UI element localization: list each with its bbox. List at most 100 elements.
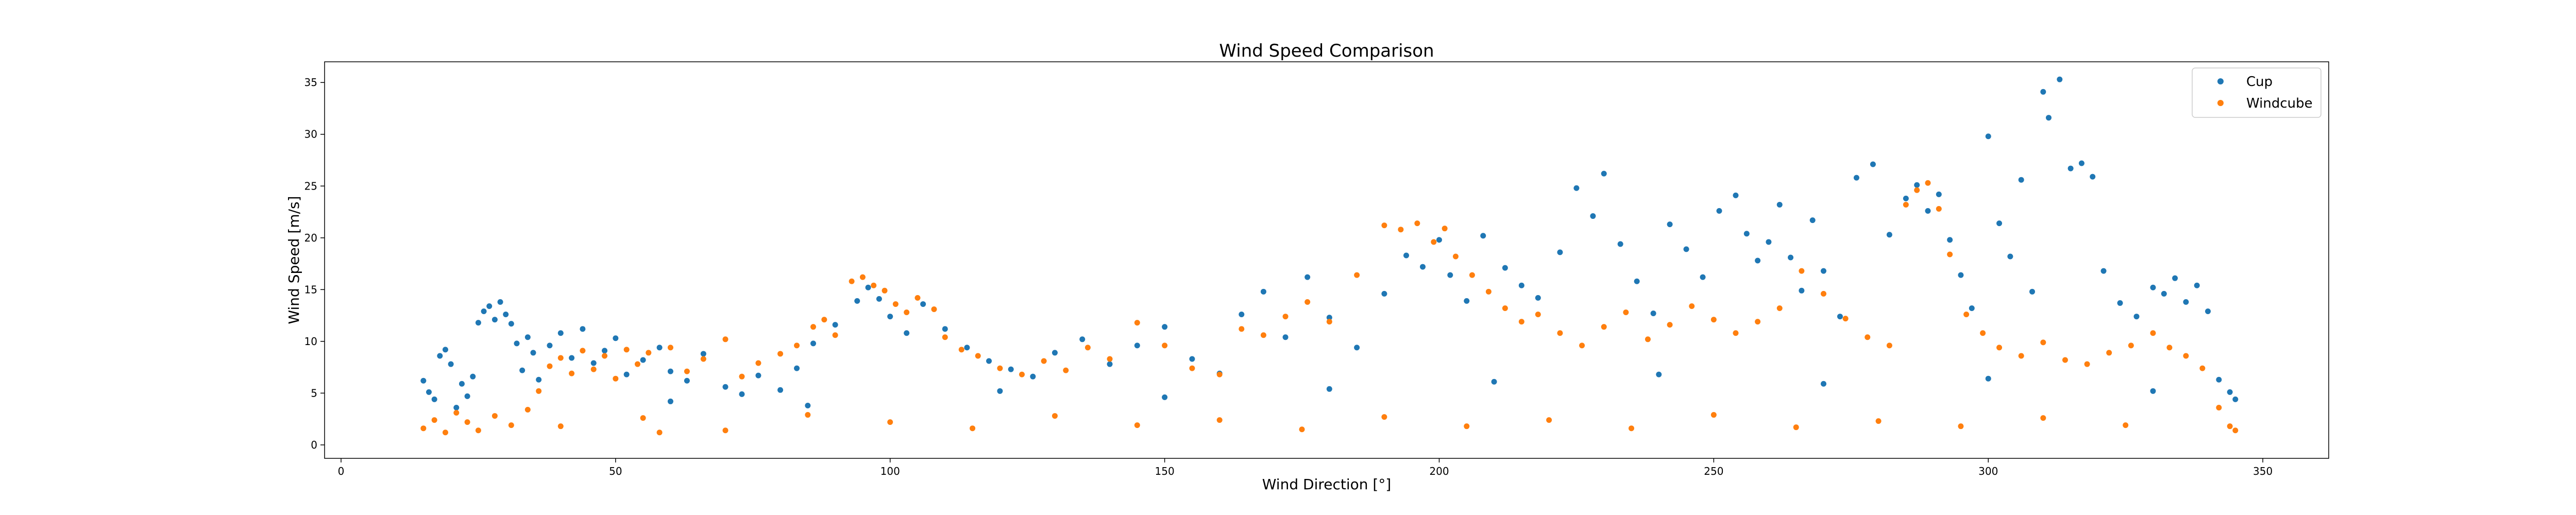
scatter-point xyxy=(859,274,866,280)
x-tick-label: 350 xyxy=(2253,465,2273,477)
scatter-point xyxy=(1452,253,1459,260)
scatter-point xyxy=(1134,342,1140,349)
legend-marker-cup xyxy=(2217,78,2224,84)
scatter-point xyxy=(2018,177,2024,183)
x-tick-label: 250 xyxy=(1704,465,1723,477)
scatter-point xyxy=(1914,182,1920,188)
scatter-point xyxy=(1969,305,1975,311)
scatter-point xyxy=(1030,373,1036,380)
scatter-point xyxy=(2183,353,2189,359)
scatter-point xyxy=(667,368,673,374)
scatter-point xyxy=(777,387,784,393)
scatter-point xyxy=(1052,413,1058,419)
scatter-point xyxy=(892,301,899,307)
scatter-point xyxy=(2084,361,2090,367)
scatter-point xyxy=(1579,342,1585,349)
scatter-point xyxy=(2161,290,2167,297)
scatter-point xyxy=(1683,246,1689,252)
x-tick-label: 50 xyxy=(609,465,622,477)
scatter-point xyxy=(1936,191,1942,197)
scatter-point xyxy=(2040,415,2046,421)
scatter-point xyxy=(1282,334,1289,340)
scatter-point xyxy=(1189,365,1195,371)
scatter-point xyxy=(1766,239,1772,245)
scatter-point xyxy=(970,425,976,432)
scatter-point xyxy=(1464,423,1470,430)
scatter-point xyxy=(805,402,811,408)
scatter-point xyxy=(2150,388,2156,394)
scatter-point xyxy=(1414,220,1420,227)
scatter-point xyxy=(2117,300,2123,306)
scatter-point xyxy=(557,355,564,361)
scatter-point xyxy=(1485,288,1492,295)
scatter-point xyxy=(453,410,460,416)
scatter-point xyxy=(656,345,663,351)
scatter-point xyxy=(1304,274,1311,280)
scatter-point xyxy=(1963,312,1970,318)
scatter-point xyxy=(887,314,893,320)
scatter-point xyxy=(2227,389,2233,395)
scatter-point xyxy=(640,415,646,421)
scatter-point xyxy=(2100,268,2107,274)
scatter-point xyxy=(1134,320,1140,326)
scatter-point xyxy=(1436,237,1442,243)
scatter-point xyxy=(1710,412,1717,418)
scatter-point xyxy=(931,306,937,312)
scatter-point xyxy=(569,355,575,361)
scatter-point xyxy=(920,301,926,307)
scatter-point xyxy=(1667,221,1673,228)
scatter-point xyxy=(1628,425,1634,432)
scatter-point xyxy=(492,317,498,323)
scatter-point xyxy=(1875,418,1882,424)
scatter-point xyxy=(1557,330,1563,336)
scatter-point xyxy=(2078,160,2084,166)
scatter-point xyxy=(590,366,597,372)
scatter-point xyxy=(1304,299,1311,305)
scatter-point xyxy=(1755,319,1761,325)
scatter-point xyxy=(805,412,811,418)
scatter-point xyxy=(1716,208,1722,214)
scatter-point xyxy=(2150,330,2156,336)
plot-area-frame xyxy=(324,61,2329,459)
scatter-point xyxy=(2045,115,2052,121)
scatter-point xyxy=(700,356,706,362)
scatter-point xyxy=(1743,231,1750,237)
scatter-point xyxy=(1996,220,2003,227)
scatter-point xyxy=(580,326,586,332)
x-axis-ticks: 0 50 100 150 200 250 300 350 xyxy=(338,458,2273,477)
scatter-point xyxy=(1403,252,1410,259)
scatter-point xyxy=(503,312,509,318)
scatter-point xyxy=(569,370,575,376)
scatter-point xyxy=(794,365,800,371)
scatter-point xyxy=(876,296,882,302)
scatter-point xyxy=(1260,288,1266,295)
scatter-point xyxy=(1985,133,1991,140)
scatter-point xyxy=(1239,326,1245,332)
scatter-point xyxy=(1019,371,1025,377)
x-axis-label: Wind Direction [°] xyxy=(1262,476,1392,493)
scatter-point xyxy=(1958,272,1964,278)
scatter-point xyxy=(1354,345,1360,351)
scatter-point xyxy=(964,345,970,351)
scatter-point xyxy=(547,363,553,369)
scatter-point xyxy=(755,372,761,379)
scatter-point xyxy=(1903,195,1909,201)
scatter-point xyxy=(667,345,673,351)
scatter-point xyxy=(854,298,860,304)
scatter-point xyxy=(1793,424,1799,431)
y-tick-label: 0 xyxy=(311,439,317,451)
scatter-point xyxy=(1650,311,1656,317)
legend-marker-windcube xyxy=(2217,100,2224,106)
scatter-point xyxy=(2040,339,2046,346)
scatter-point xyxy=(2194,282,2200,288)
scatter-point xyxy=(530,350,536,356)
scatter-point xyxy=(557,423,564,430)
scatter-point xyxy=(1821,381,1827,387)
legend-frame xyxy=(2192,67,2321,118)
scatter-point xyxy=(684,377,690,384)
scatter-point xyxy=(2232,427,2239,434)
x-tick-label: 200 xyxy=(1429,465,1449,477)
scatter-point xyxy=(1710,317,1717,323)
scatter-point xyxy=(2057,76,2063,82)
